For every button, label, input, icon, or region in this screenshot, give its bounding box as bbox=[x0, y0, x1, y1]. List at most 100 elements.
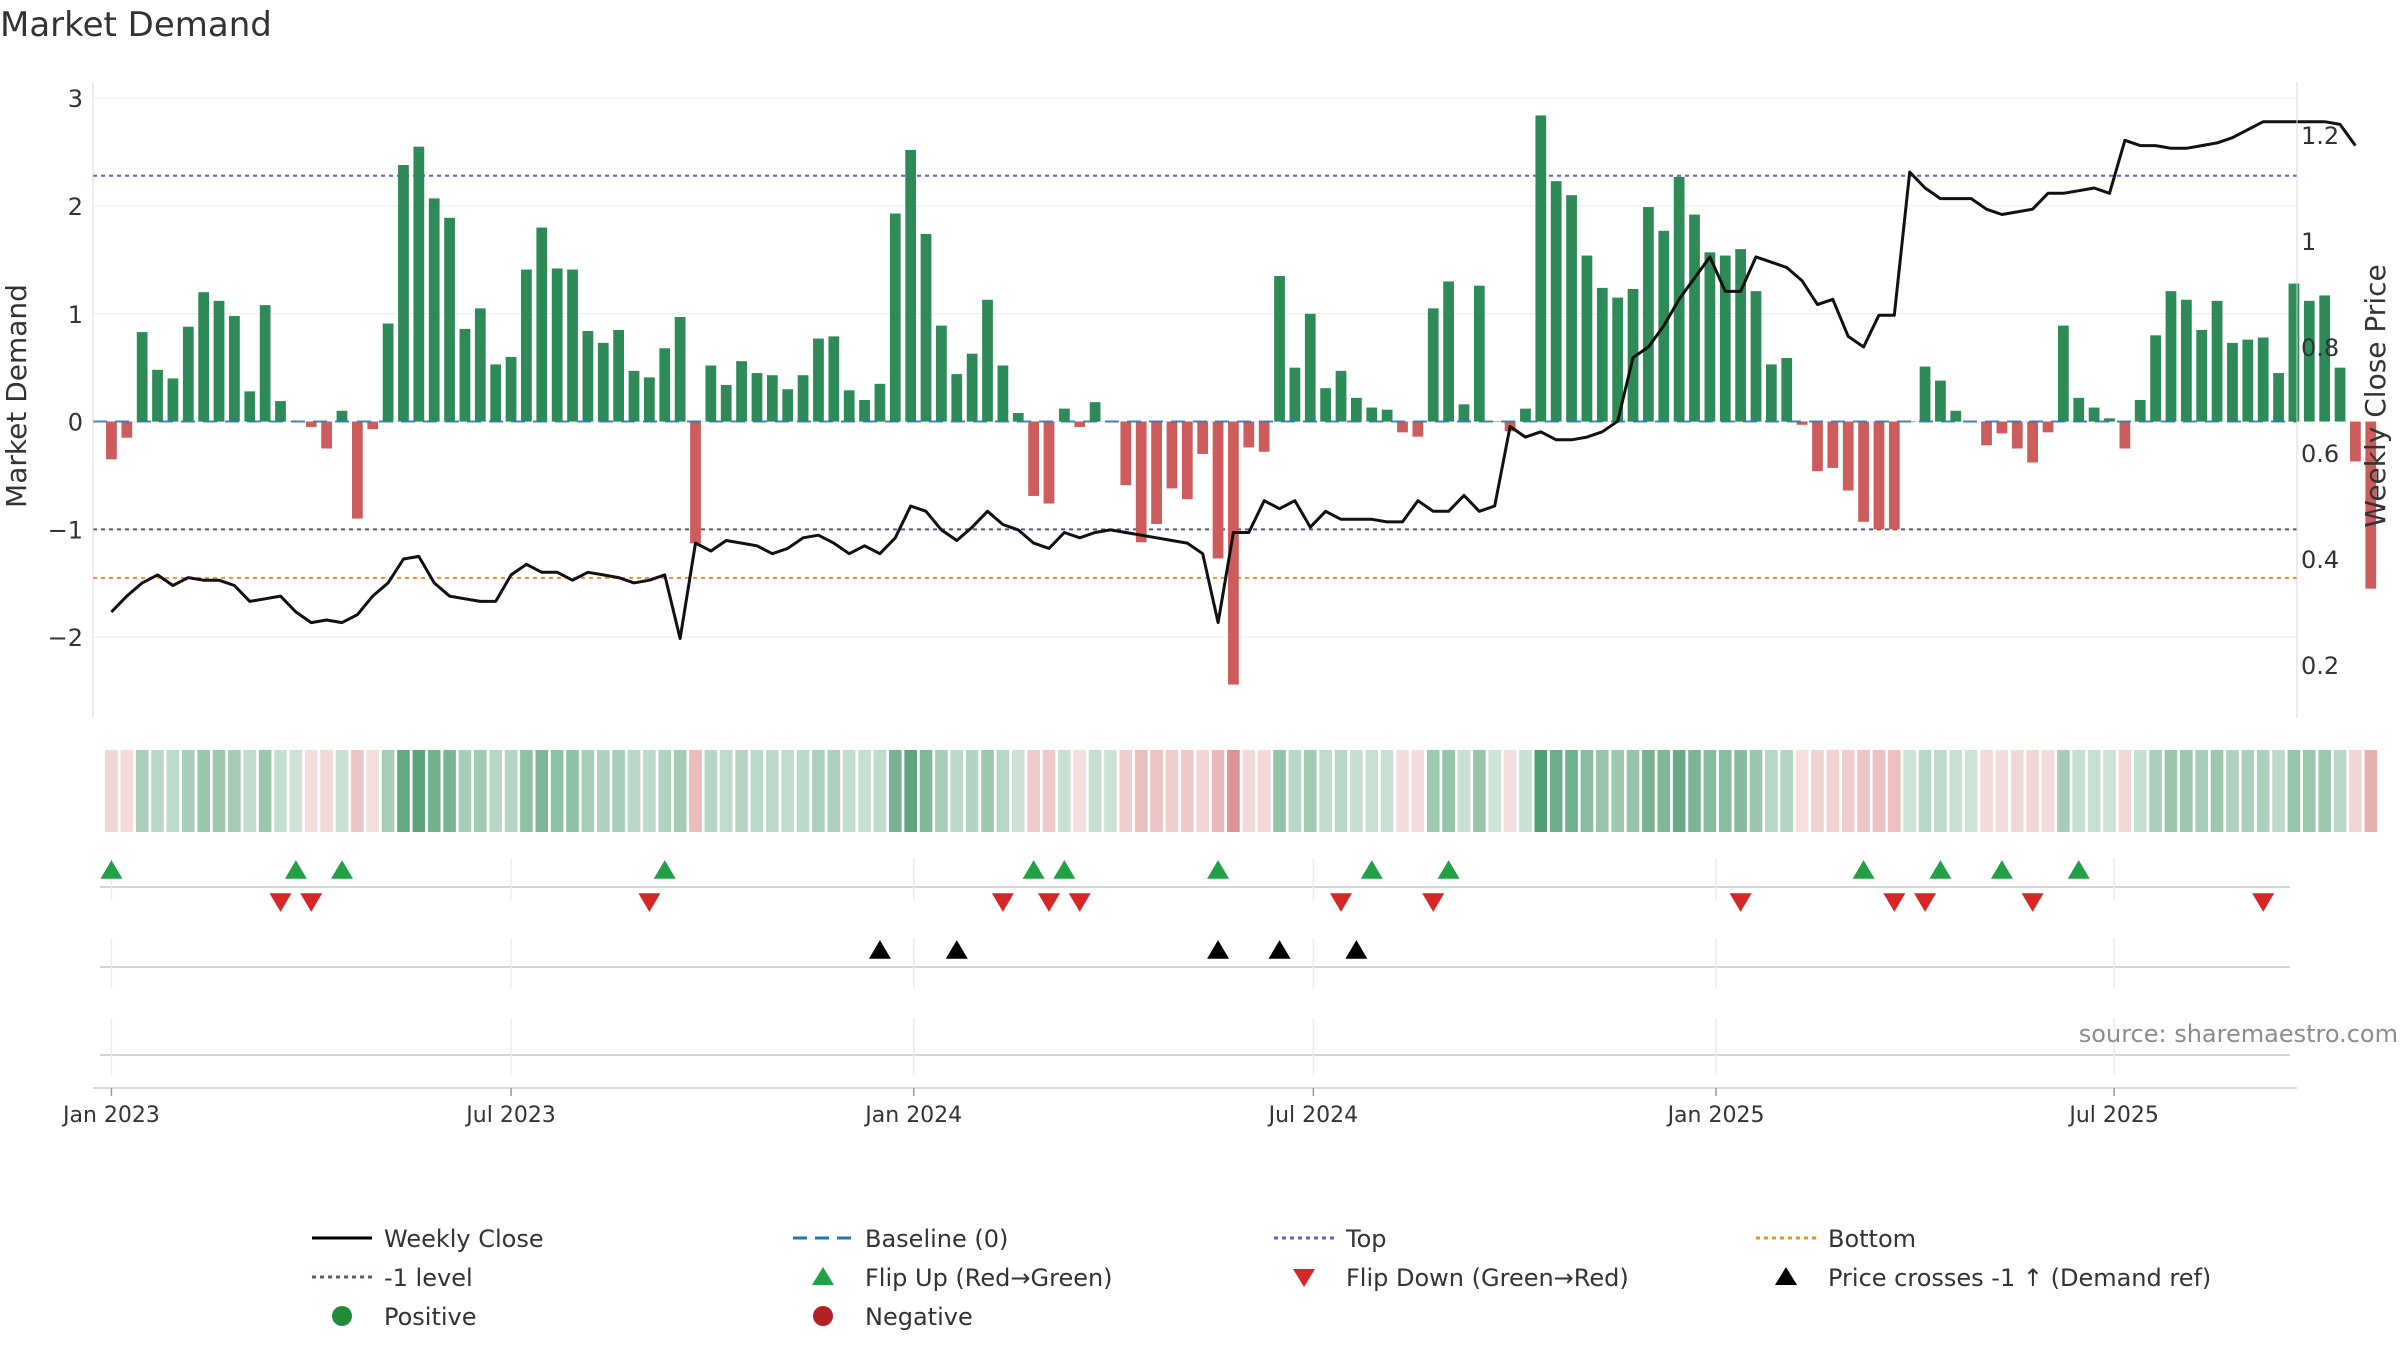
flip-up-marker bbox=[284, 860, 307, 879]
heat-cell bbox=[258, 750, 272, 832]
heat-cell bbox=[888, 750, 902, 832]
demand-bar bbox=[1028, 421, 1039, 496]
flip-down-marker bbox=[1037, 893, 1060, 912]
heat-cell bbox=[581, 750, 595, 832]
demand-bar bbox=[874, 383, 886, 422]
flip-down-marker bbox=[1914, 893, 1937, 912]
demand-bar bbox=[1427, 308, 1439, 422]
y-tick-label: 3 bbox=[68, 85, 83, 113]
demand-bar bbox=[1289, 367, 1301, 422]
demand-bar bbox=[505, 356, 517, 422]
legend-label: Flip Down (Green→Red) bbox=[1346, 1264, 1629, 1292]
heat-cell bbox=[689, 750, 702, 832]
demand-bar bbox=[1627, 288, 1639, 422]
demand-bar bbox=[1443, 281, 1454, 422]
heat-cell bbox=[1611, 750, 1624, 832]
heat-cell bbox=[2133, 750, 2147, 832]
price-cross-marker bbox=[1268, 940, 1291, 959]
heat-cell bbox=[1165, 750, 1179, 832]
demand-bar bbox=[1520, 408, 1531, 422]
heat-cell bbox=[2364, 750, 2378, 832]
flip-up-marker bbox=[1022, 860, 1045, 879]
demand-bar bbox=[782, 389, 794, 422]
demand-bar bbox=[2319, 295, 2331, 422]
demand-bar bbox=[813, 338, 824, 422]
demand-bar bbox=[321, 421, 332, 449]
heat-cell bbox=[1196, 750, 1209, 832]
heat-cell bbox=[1549, 750, 1563, 832]
heat-cell bbox=[366, 750, 380, 832]
demand-bar bbox=[1996, 421, 2008, 434]
demand-bar bbox=[1197, 421, 1209, 454]
x-tick-label: Jan 2025 bbox=[1666, 1103, 1765, 1128]
demand-bar bbox=[198, 292, 210, 422]
demand-bar bbox=[2104, 418, 2115, 422]
heat-cell bbox=[289, 750, 303, 832]
heat-cell bbox=[1657, 750, 1671, 832]
heat-cell bbox=[1396, 750, 1409, 832]
demand-bar bbox=[1643, 207, 1654, 422]
heat-cell bbox=[1211, 750, 1225, 832]
x-tick-label: Jul 2023 bbox=[464, 1103, 556, 1128]
heat-cell bbox=[351, 750, 364, 832]
heat-cell bbox=[643, 750, 656, 832]
heat-cell bbox=[320, 750, 333, 832]
demand-bar bbox=[213, 300, 225, 422]
heat-cell bbox=[105, 750, 118, 832]
heat-cell bbox=[612, 750, 625, 832]
demand-bar bbox=[828, 336, 840, 422]
heat-cell bbox=[1380, 750, 1394, 832]
heat-cell bbox=[950, 750, 964, 832]
heat-cell bbox=[1688, 750, 1701, 832]
demand-bar bbox=[1888, 421, 1900, 530]
flip-up-marker bbox=[1929, 860, 1952, 879]
demand-bar bbox=[136, 332, 148, 422]
demand-bar bbox=[889, 213, 901, 422]
legend-label: Weekly Close bbox=[384, 1225, 544, 1253]
heat-cell bbox=[181, 750, 195, 832]
flip-down-marker bbox=[300, 893, 323, 912]
chart-title: Market Demand bbox=[0, 5, 272, 45]
demand-bar bbox=[567, 269, 578, 422]
flip-down-marker bbox=[1729, 893, 1752, 912]
flip-down-marker bbox=[1068, 893, 1091, 912]
demand-bar bbox=[490, 364, 502, 422]
demand-bar bbox=[1735, 249, 1746, 422]
demand-bar bbox=[1689, 214, 1700, 422]
heat-cell bbox=[1134, 750, 1148, 832]
heat-cell bbox=[965, 750, 979, 832]
heat-cell bbox=[1426, 750, 1440, 832]
heat-cell bbox=[750, 750, 764, 832]
demand-bar bbox=[1243, 421, 1255, 448]
heat-cell bbox=[1288, 750, 1302, 832]
heat-cell bbox=[1565, 750, 1578, 832]
flip-down-marker bbox=[269, 893, 292, 912]
demand-bar bbox=[1166, 421, 1178, 489]
heat-cell bbox=[1964, 750, 1978, 832]
y2-tick-label: 0.8 bbox=[2301, 334, 2339, 362]
heat-cell bbox=[673, 750, 687, 832]
x-tick-label: Jul 2025 bbox=[2067, 1103, 2159, 1128]
heat-cell bbox=[151, 750, 164, 832]
demand-bar bbox=[2334, 367, 2346, 422]
demand-bar bbox=[1120, 421, 1132, 486]
demand-bar bbox=[644, 377, 655, 422]
heat-cell bbox=[796, 750, 810, 832]
demand-bar bbox=[1304, 313, 1316, 422]
demand-bar bbox=[859, 400, 870, 422]
heat-cell bbox=[1027, 750, 1040, 832]
heat-cell bbox=[228, 750, 241, 832]
heat-cell bbox=[1011, 750, 1025, 832]
y2-tick-label: 1.2 bbox=[2301, 122, 2339, 150]
demand-bar bbox=[628, 370, 640, 422]
demand-bar bbox=[2165, 291, 2177, 422]
flip-up-marker bbox=[1207, 860, 1230, 879]
demand-bar bbox=[2257, 337, 2269, 422]
heat-cell bbox=[2287, 750, 2301, 832]
y-tick-label: −2 bbox=[48, 624, 83, 652]
heat-cell bbox=[1303, 750, 1317, 832]
demand-bar bbox=[367, 421, 379, 430]
y2-tick-label: 0.4 bbox=[2301, 546, 2339, 574]
demand-bar bbox=[1750, 291, 1762, 422]
